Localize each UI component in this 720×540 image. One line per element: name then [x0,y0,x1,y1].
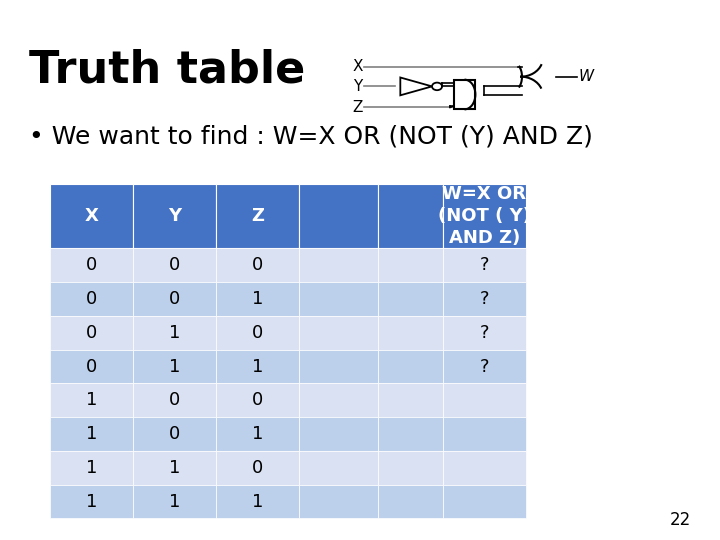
Text: 1: 1 [86,392,97,409]
Text: ?: ? [480,290,489,308]
Text: 1: 1 [86,492,97,510]
Text: • We want to find : W=X OR (NOT (Y) AND Z): • We want to find : W=X OR (NOT (Y) AND … [29,124,593,148]
Text: Z: Z [353,100,363,115]
Text: 0: 0 [252,324,263,342]
Text: 0: 0 [86,256,97,274]
Text: 0: 0 [169,290,180,308]
Text: Z: Z [251,207,264,225]
Text: 1: 1 [86,459,97,477]
Text: X: X [353,59,364,75]
Text: 1: 1 [252,492,263,510]
Text: 1: 1 [169,492,180,510]
Text: 0: 0 [252,256,263,274]
Text: ?: ? [480,357,489,375]
Text: ?: ? [480,256,489,274]
Text: 1: 1 [252,357,263,375]
Text: Y: Y [353,79,362,94]
Text: 1: 1 [252,425,263,443]
Text: 0: 0 [252,459,263,477]
Text: 0: 0 [169,425,180,443]
Text: W=X OR
(NOT ( Y)
AND Z): W=X OR (NOT ( Y) AND Z) [438,185,531,247]
Text: X: X [85,207,99,225]
Text: 0: 0 [86,324,97,342]
Text: 1: 1 [169,459,180,477]
Text: 1: 1 [169,357,180,375]
Text: 22: 22 [670,511,691,529]
Text: 1: 1 [169,324,180,342]
Text: 0: 0 [86,290,97,308]
Text: 1: 1 [252,290,263,308]
Text: 0: 0 [169,256,180,274]
Text: Truth table: Truth table [29,49,305,92]
Text: 1: 1 [86,425,97,443]
Text: 0: 0 [86,357,97,375]
Text: ?: ? [480,324,489,342]
Text: W: W [579,69,594,84]
Text: 0: 0 [169,392,180,409]
Text: 0: 0 [252,392,263,409]
Text: Y: Y [168,207,181,225]
